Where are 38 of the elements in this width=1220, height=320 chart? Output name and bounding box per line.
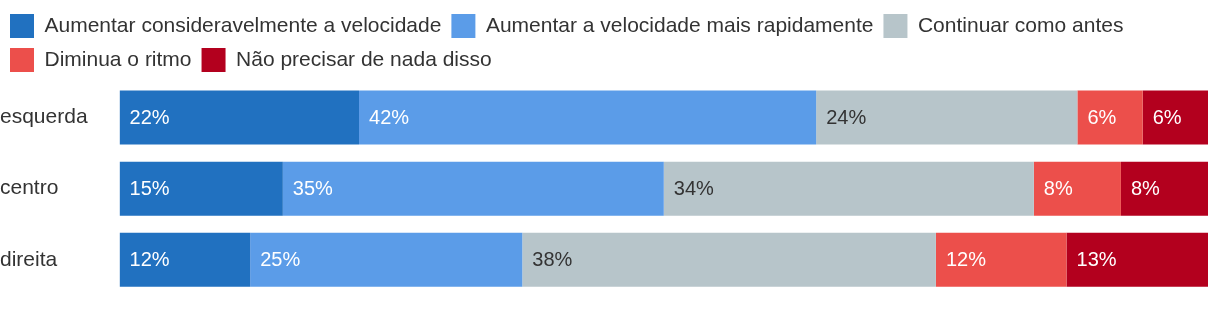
data-label: 25% [260,248,301,271]
data-label: 24% [826,106,867,129]
bar [119,232,251,287]
bar [1142,90,1208,145]
bar [663,161,1034,216]
bar [119,161,283,216]
bar [522,232,936,287]
data-label: 6% [1087,106,1117,129]
y-tick-label: direita [0,246,58,270]
bar [1077,90,1143,145]
bar [359,90,817,145]
bar [935,232,1067,287]
bar [1066,232,1208,287]
data-label: 35% [292,177,334,200]
data-label: 12% [945,248,987,271]
y-tick-label: centro [0,175,59,199]
bar [1033,161,1121,216]
legend-label: Aumentar consideravelmente a velocidade [44,12,442,36]
bar [816,90,1078,145]
bar [282,161,664,216]
data-label: 8% [1130,177,1161,200]
data-label: 38% [532,248,573,271]
data-label: 22% [129,106,170,129]
bar [119,90,360,145]
y-tick-label: esquerda [0,104,88,128]
data-label: 8% [1043,177,1073,200]
data-label: 13% [1076,248,1117,271]
legend-label: Diminua o ritmo [44,46,192,70]
bar [1120,161,1208,216]
legend-label: Não precisar de nada disso [236,46,492,70]
bar [250,232,523,287]
legend-label: Continuar como antes [917,12,1124,36]
data-label: 34% [673,177,715,200]
legend-label: Aumentar a velocidade mais rapidamente [485,12,874,36]
data-label: 12% [129,248,170,271]
data-label: 42% [369,106,410,129]
data-label: 15% [129,177,170,200]
data-label: 6% [1152,106,1182,129]
